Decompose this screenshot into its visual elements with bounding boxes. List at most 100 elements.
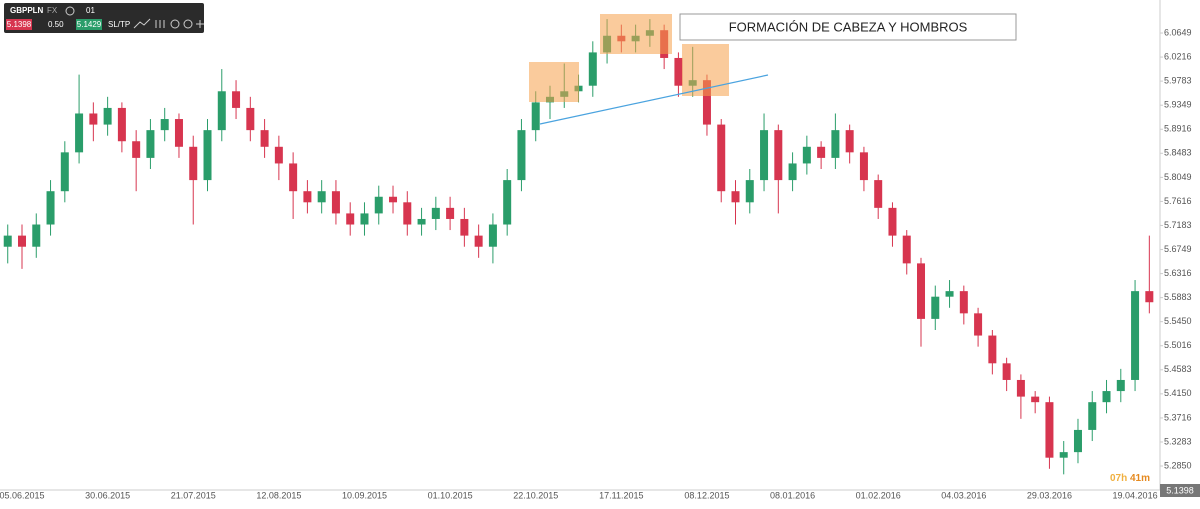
candle-body bbox=[431, 207, 440, 219]
candle-body bbox=[203, 130, 212, 181]
candle-body bbox=[89, 113, 98, 125]
candle-body bbox=[1016, 379, 1025, 397]
neckline bbox=[539, 74, 769, 125]
timeframe[interactable]: 01 bbox=[86, 6, 95, 15]
candle-body bbox=[902, 235, 911, 264]
y-tick-label: 5.8916 bbox=[1164, 124, 1192, 134]
x-tick-label: 08.01.2016 bbox=[770, 490, 815, 500]
candle-body bbox=[1073, 429, 1082, 453]
candle-body bbox=[802, 146, 811, 164]
candle-body bbox=[1145, 291, 1154, 303]
y-tick-label: 6.0649 bbox=[1164, 27, 1192, 37]
y-tick-label: 5.3716 bbox=[1164, 412, 1192, 422]
left-shoulder-box bbox=[529, 62, 579, 102]
candle-body bbox=[945, 291, 954, 297]
y-tick-label: 5.4150 bbox=[1164, 388, 1192, 398]
clock-icon[interactable] bbox=[65, 6, 75, 16]
x-tick-label: 29.03.2016 bbox=[1027, 490, 1072, 500]
candle-body bbox=[1059, 452, 1068, 458]
candle-body bbox=[60, 152, 69, 192]
candle-body bbox=[1088, 402, 1097, 430]
ask[interactable]: 5.1429 bbox=[77, 20, 102, 29]
annotation-text: FORMACIÓN DE CABEZA Y HOMBROS bbox=[729, 19, 968, 34]
candle-body bbox=[274, 146, 283, 164]
y-tick-label: 6.0216 bbox=[1164, 51, 1192, 61]
spread: 0.50 bbox=[48, 20, 64, 29]
candle-body bbox=[75, 113, 84, 153]
candle-body bbox=[731, 191, 740, 203]
candle-body bbox=[702, 80, 711, 125]
candle-body bbox=[360, 213, 369, 225]
x-tick-label: 01.10.2015 bbox=[428, 490, 473, 500]
y-tick-label: 5.4583 bbox=[1164, 364, 1192, 374]
candle-body bbox=[18, 235, 26, 247]
sltp[interactable]: SL/TP bbox=[108, 20, 130, 29]
x-tick-label: 30.06.2015 bbox=[85, 490, 130, 500]
candle-body bbox=[817, 146, 826, 158]
candle-body bbox=[346, 213, 355, 225]
toolbar-bg bbox=[4, 3, 204, 33]
candle-body bbox=[859, 152, 868, 181]
bid[interactable]: 5.1398 bbox=[7, 20, 32, 29]
candle-body bbox=[289, 163, 298, 192]
candle-body bbox=[674, 57, 683, 86]
plot-area bbox=[3, 19, 1154, 475]
ask-box[interactable] bbox=[76, 19, 102, 30]
candle-body bbox=[717, 124, 726, 192]
candle-body bbox=[403, 202, 412, 225]
candle-body bbox=[845, 130, 854, 153]
y-tick-label: 5.9349 bbox=[1164, 100, 1192, 110]
y-tick-label: 5.5450 bbox=[1164, 316, 1192, 326]
right-shoulder-box bbox=[682, 44, 729, 96]
candle-body bbox=[189, 146, 198, 181]
candle-body bbox=[374, 196, 383, 214]
candle-body bbox=[888, 207, 897, 236]
candle-body bbox=[474, 235, 483, 247]
x-tick-label: 01.02.2016 bbox=[856, 490, 901, 500]
candle-body bbox=[303, 191, 312, 203]
candle-body bbox=[317, 191, 326, 203]
candle-body bbox=[417, 218, 426, 225]
candle-body bbox=[774, 130, 783, 181]
candle-body bbox=[760, 130, 769, 181]
y-tick-label: 5.6749 bbox=[1164, 244, 1192, 254]
bid-box[interactable] bbox=[6, 19, 32, 30]
x-tick-label: 08.12.2015 bbox=[684, 490, 729, 500]
candle-body bbox=[988, 335, 997, 364]
candle-body bbox=[132, 141, 141, 158]
candle-body bbox=[517, 130, 526, 181]
candle-body bbox=[217, 91, 226, 131]
y-tick-label: 5.2850 bbox=[1164, 460, 1192, 470]
price-tag-text: 5.1398 bbox=[1166, 485, 1194, 495]
candle-body bbox=[959, 291, 968, 314]
candle-body bbox=[3, 235, 12, 247]
candle-body bbox=[931, 296, 940, 319]
x-tick-label: 17.11.2015 bbox=[599, 490, 643, 500]
candle-body bbox=[788, 163, 797, 181]
candle-body bbox=[246, 107, 255, 131]
candle-body bbox=[1102, 391, 1111, 403]
candle-body bbox=[974, 313, 983, 336]
tool-icons[interactable] bbox=[133, 18, 204, 29]
symbol[interactable]: GBPPLN bbox=[10, 6, 44, 15]
y-tick-label: 5.9783 bbox=[1164, 75, 1192, 85]
candle-body bbox=[831, 130, 840, 158]
y-tick-label: 5.5883 bbox=[1164, 292, 1192, 302]
x-tick-label: 12.08.2015 bbox=[256, 490, 301, 500]
candle-body bbox=[174, 119, 183, 147]
candle-body bbox=[103, 107, 112, 125]
y-tick-label: 5.7616 bbox=[1164, 196, 1192, 206]
candle-body bbox=[1131, 291, 1140, 380]
x-tick-label: 10.09.2015 bbox=[342, 490, 387, 500]
candle-body bbox=[146, 130, 155, 158]
x-tick-label: 19.04.2016 bbox=[1113, 490, 1158, 500]
market: FX bbox=[47, 6, 58, 15]
candle-body bbox=[917, 263, 926, 319]
candle-body bbox=[46, 191, 55, 225]
candle-body bbox=[1031, 396, 1040, 403]
candle-body bbox=[260, 130, 269, 147]
candle-body bbox=[531, 102, 540, 131]
timer: 07h 41m bbox=[1110, 473, 1150, 484]
